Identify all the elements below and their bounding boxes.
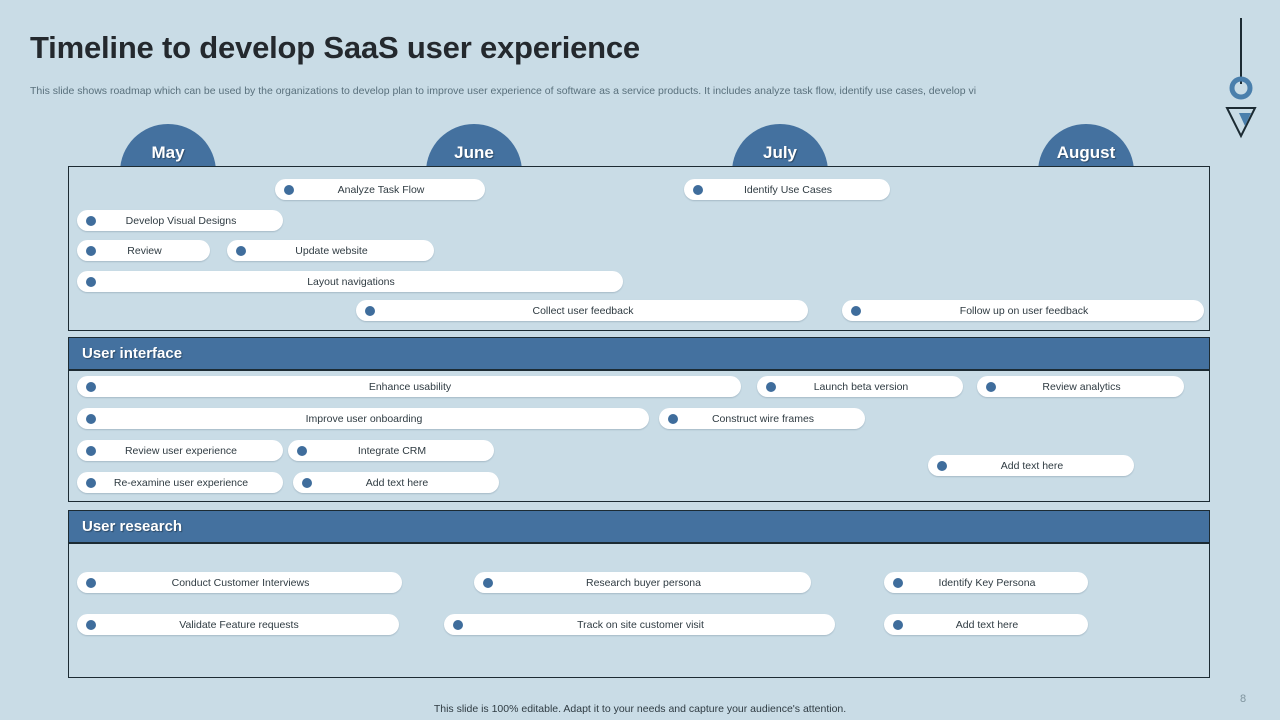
timeline-marker-decoration [1224, 18, 1258, 158]
month-tab-label: August [1056, 143, 1116, 162]
task-pill-label: Research buyer persona [586, 576, 701, 589]
task-pill-label: Follow up on user feedback [959, 304, 1089, 317]
page-title: Timeline to develop SaaS user experience [30, 30, 640, 65]
month-tab-august[interactable]: August [1038, 124, 1134, 172]
task-pill-label: Validate Feature requests [179, 618, 299, 631]
task-pill[interactable]: Construct wire frames [659, 408, 865, 429]
task-pill[interactable]: Add text here [293, 472, 499, 493]
month-tab-july[interactable]: July [732, 124, 828, 172]
bullet-dot-icon [893, 577, 903, 588]
bullet-dot-icon [297, 445, 307, 456]
month-tab-june[interactable]: June [426, 124, 522, 172]
bullet-dot-icon [986, 381, 996, 392]
task-pill-label: Improve user onboarding [305, 412, 423, 425]
task-pill[interactable]: Add text here [928, 455, 1134, 476]
task-pill-label: Add text here [955, 618, 1019, 631]
task-pill-label: Construct wire frames [711, 412, 815, 425]
task-pill-label: Re-examine user experience [113, 476, 249, 489]
bullet-dot-icon [766, 381, 776, 392]
task-pill[interactable]: Review user experience [77, 440, 283, 461]
task-pill[interactable]: Launch beta version [757, 376, 963, 397]
task-pill[interactable]: Conduct Customer Interviews [77, 572, 402, 593]
bullet-dot-icon [86, 245, 96, 256]
task-pill-label: Enhance usability [368, 380, 452, 393]
task-pill-label: Collect user feedback [532, 304, 634, 317]
bullet-dot-icon [86, 477, 96, 488]
task-pill-label: Update website [295, 244, 368, 257]
task-pill[interactable]: Add text here [884, 614, 1088, 635]
task-pill-label: Add text here [365, 476, 429, 489]
bullet-dot-icon [86, 215, 96, 226]
task-pill[interactable]: Enhance usability [77, 376, 741, 397]
bullet-dot-icon [86, 445, 96, 456]
bullet-dot-icon [302, 477, 312, 488]
task-pill[interactable]: Integrate CRM [288, 440, 494, 461]
section-header-user-interface: User interface [68, 337, 1210, 370]
task-pill[interactable]: Improve user onboarding [77, 408, 649, 429]
bullet-dot-icon [86, 276, 96, 287]
task-pill[interactable]: Update website [227, 240, 434, 261]
task-pill-label: Integrate CRM [357, 444, 427, 457]
task-pill-label: Develop Visual Designs [125, 214, 237, 227]
section-header-label: User research [82, 518, 183, 535]
month-tab-label: July [762, 143, 798, 162]
task-pill-label: Track on site customer visit [577, 618, 704, 631]
bullet-dot-icon [851, 305, 861, 316]
month-tab-may[interactable]: May [120, 124, 216, 172]
page-subtitle: This slide shows roadmap which can be us… [30, 85, 977, 97]
task-pill[interactable]: Identify Key Persona [884, 572, 1088, 593]
bullet-dot-icon [453, 619, 463, 630]
task-pill-label: Conduct Customer Interviews [171, 576, 310, 589]
section-header-user-research: User research [68, 510, 1210, 543]
task-pill[interactable]: Develop Visual Designs [77, 210, 283, 231]
task-pill-label: Review [127, 244, 162, 257]
bullet-dot-icon [365, 305, 375, 316]
month-tab-label: June [454, 143, 494, 162]
task-pill[interactable]: Collect user feedback [356, 300, 808, 321]
page-number: 8 [1240, 693, 1247, 705]
task-pill[interactable]: Research buyer persona [474, 572, 811, 593]
task-pill-label: Identify Key Persona [938, 576, 1036, 589]
task-pill[interactable]: Validate Feature requests [77, 614, 399, 635]
task-pill-label: Identify Use Cases [743, 183, 833, 196]
bullet-dot-icon [86, 413, 96, 424]
footer-note: This slide is 100% editable. Adapt it to… [433, 703, 847, 715]
bullet-dot-icon [893, 619, 903, 630]
task-pill[interactable]: Review [77, 240, 210, 261]
section-panel-section-3 [68, 543, 1210, 678]
task-pill-label: Layout navigations [307, 275, 395, 288]
task-pill[interactable]: Track on site customer visit [444, 614, 835, 635]
task-pill[interactable]: Re-examine user experience [77, 472, 283, 493]
bullet-dot-icon [668, 413, 678, 424]
task-pill[interactable]: Follow up on user feedback [842, 300, 1204, 321]
task-pill[interactable]: Review analytics [977, 376, 1184, 397]
task-pill[interactable]: Identify Use Cases [684, 179, 890, 200]
task-pill-label: Review user experience [124, 444, 238, 457]
bullet-dot-icon [284, 184, 294, 195]
task-pill-label: Analyze Task Flow [337, 183, 425, 196]
bullet-dot-icon [86, 381, 96, 392]
bullet-dot-icon [86, 619, 96, 630]
task-pill[interactable]: Layout navigations [77, 271, 623, 292]
month-tab-label: May [151, 143, 185, 162]
task-pill-label: Launch beta version [813, 380, 909, 393]
bullet-dot-icon [236, 245, 246, 256]
bullet-dot-icon [937, 460, 947, 471]
task-pill[interactable]: Analyze Task Flow [275, 179, 485, 200]
bullet-dot-icon [86, 577, 96, 588]
section-header-label: User interface [82, 345, 183, 362]
task-pill-label: Review analytics [1042, 380, 1121, 393]
task-pill-label: Add text here [1000, 459, 1064, 472]
bullet-dot-icon [693, 184, 703, 195]
bullet-dot-icon [483, 577, 493, 588]
